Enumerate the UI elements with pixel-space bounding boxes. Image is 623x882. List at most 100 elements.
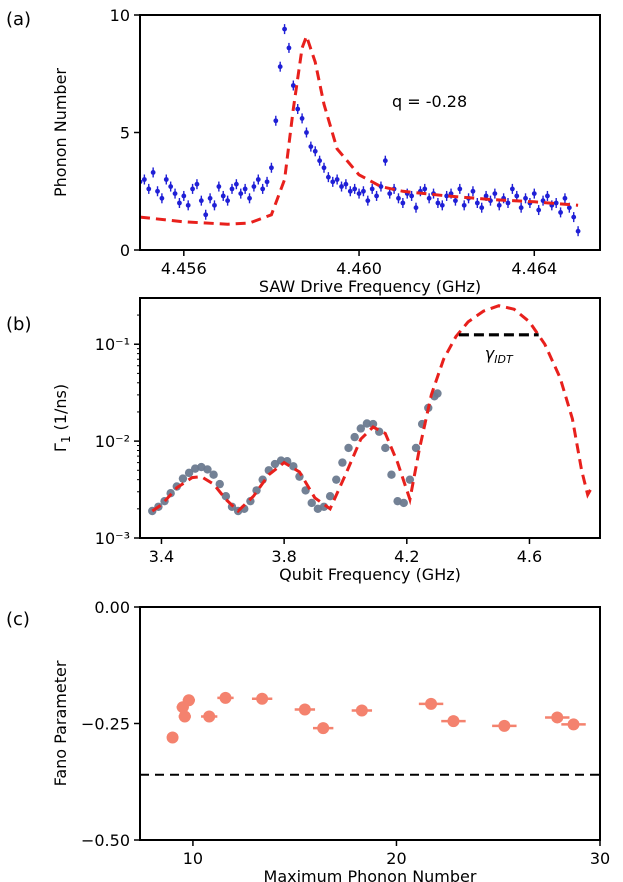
data-point [256,692,269,705]
data-point [422,186,428,192]
data-point [307,498,316,508]
x-tick-label: 30 [590,849,610,868]
x-axis-label: SAW Drive Frequency (GHz) [259,277,481,296]
data-point [558,210,563,215]
data-point [400,200,406,206]
panel-2: (b) 3.4 3.8 4.2 4.6 10⁻³ 10⁻² 10⁻¹ Qubit Frequen… [6,297,601,584]
data-point [362,419,372,428]
data-point [470,188,476,194]
data-point [439,202,445,208]
data-point [409,193,415,199]
y-tick-label: 10⁻³ [95,529,130,548]
data-point [339,184,344,189]
data-point [387,470,396,479]
data-point [298,703,311,716]
data-point [381,443,390,453]
data-point [220,193,226,199]
fit-line [140,31,579,226]
data-point [255,177,261,182]
plot-frame [139,297,601,539]
panel-label: (a) [6,9,31,30]
data-point [286,45,292,51]
data-point [299,116,305,121]
data-point [531,191,537,197]
data-point [269,165,274,171]
x-tick-label: 10 [183,849,203,868]
data-point [536,207,542,213]
x-tick-label: 4.460 [336,259,382,278]
data-point [166,731,179,744]
data-point [277,64,283,70]
y-tick-label: −0.25 [81,715,130,734]
data-point [159,195,165,201]
data-point [545,193,550,199]
data-point [251,184,257,189]
data-point [479,205,485,211]
data-point [207,195,213,201]
data-point [575,228,581,234]
data-point [356,424,365,433]
data-point [325,492,335,501]
panel-1: (a) 4.456 4.460 4.464 0 5 10 SAW Drive Frequenc… [6,6,601,296]
data-point [178,710,191,723]
data-point [219,691,232,704]
data-point [182,694,195,707]
data-point [212,202,217,208]
data-point [435,200,441,206]
data-point [177,200,182,206]
data-point [413,205,419,211]
data-point [338,458,347,467]
data-point [378,184,384,189]
data-point [317,158,323,164]
data-point [221,492,231,501]
data-point [321,165,327,171]
data-point [387,191,393,197]
y-tick-label: 5 [120,124,130,143]
data-point [295,106,301,112]
data-point [518,205,524,211]
x-tick-label: 4.456 [161,259,207,278]
data-point [396,195,401,201]
data-point [361,188,366,194]
data-point [374,193,379,199]
data-point [185,202,191,208]
data-point [492,191,498,197]
data-point [325,174,331,180]
data-point [150,170,156,175]
x-tick-label: 3.8 [271,547,296,566]
panel-label: (b) [6,314,31,335]
data-point [260,186,266,192]
data-point [352,186,358,192]
data-point [209,470,218,479]
data-point [141,177,147,182]
data-point [172,191,178,197]
data-point [474,200,480,206]
y-tick-label: −0.50 [81,831,130,850]
data-point [343,181,349,187]
data-point [203,212,209,218]
data-point [514,193,520,199]
data-point [566,205,572,211]
y-axis-label: Phonon Number [51,68,70,197]
data-point [365,198,371,204]
data-point [567,718,580,731]
data-point [242,186,248,192]
data-point [425,697,438,710]
data-point [225,198,231,204]
data-point [344,443,353,453]
y-tick-label: 10 [110,6,130,25]
data-layer [140,24,581,237]
data-point [496,202,502,208]
data-point [332,475,341,484]
data-point [453,198,458,204]
data-point [523,195,528,201]
data-point [203,465,212,474]
data-point [369,186,375,192]
data-point [146,186,152,192]
data-point [433,389,442,398]
data-point [553,200,559,206]
data-point [368,419,378,429]
data-point [215,479,224,489]
data-point [155,188,160,194]
